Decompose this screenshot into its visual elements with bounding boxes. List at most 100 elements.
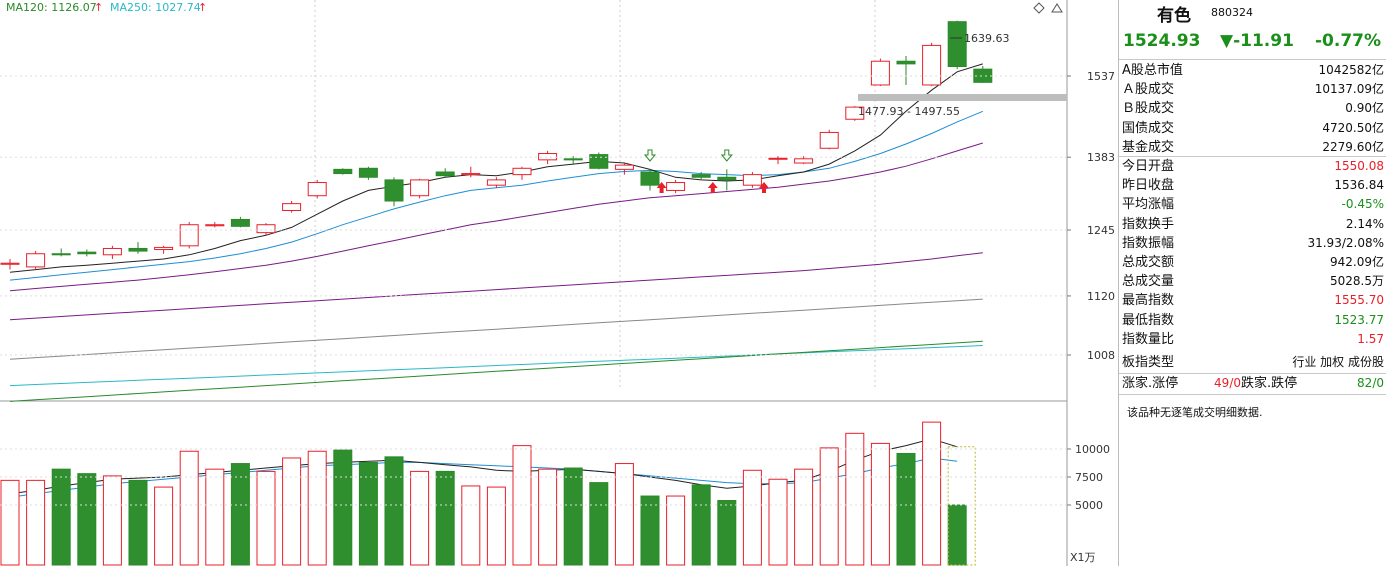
ma-400-line xyxy=(9,340,983,402)
sector-type-row: 板指类型 行业 加权 成份股 xyxy=(1119,353,1386,372)
stat-value: 1523.77 xyxy=(1334,312,1384,327)
stat-label: 平均涨幅 xyxy=(1122,197,1175,213)
green-down-arrow-icon xyxy=(643,149,657,162)
volume-tick-label: 7500 xyxy=(1075,471,1103,484)
stat-row: Ｂ股成交 0.90亿 xyxy=(1119,99,1386,118)
volume-bar xyxy=(333,449,353,566)
red-up-arrow-icon xyxy=(656,182,667,193)
stat-value: 10137.09亿 xyxy=(1314,82,1384,97)
volume-bars xyxy=(0,421,976,566)
stat-row: 昨日收盘 1536.84 xyxy=(1119,176,1386,195)
stat-value: 1042582亿 xyxy=(1318,63,1384,77)
candle-up xyxy=(666,182,686,191)
stat-value: -0.45% xyxy=(1341,197,1384,212)
volume-bar xyxy=(461,485,481,566)
volume-bar xyxy=(666,495,686,566)
volume-bar xyxy=(742,469,762,566)
volume-bar xyxy=(282,457,302,566)
price-tick-label: 1537 xyxy=(1087,70,1115,83)
volume-bar xyxy=(307,450,327,566)
stat-label: Ａ股成交 xyxy=(1122,82,1175,98)
candle-down xyxy=(589,154,609,169)
candle-down xyxy=(358,167,378,178)
candle-up xyxy=(486,179,506,186)
stat-row: 平均涨幅 -0.45% xyxy=(1119,195,1386,214)
candle-up xyxy=(154,246,174,251)
stat-row: 指数换手 2.14% xyxy=(1119,215,1386,234)
red-up-arrow-icon xyxy=(759,182,769,193)
volume-bar xyxy=(26,479,46,566)
stat-row: 今日开盘 1550.08 xyxy=(1119,157,1386,176)
volume-bar xyxy=(589,482,609,566)
candle-up xyxy=(256,224,276,234)
candle-up xyxy=(794,158,814,164)
candle-up xyxy=(538,153,558,161)
stat-value: 31.93/2.08% xyxy=(1307,235,1384,250)
stat-label: 总成交额 xyxy=(1122,255,1175,270)
quote-panel: 有色 880324 1524.93 ▼-11.91 -0.77% A股总市值 10… xyxy=(1118,0,1386,566)
stat-label: Ｂ股成交 xyxy=(1122,101,1175,117)
candle-up xyxy=(845,106,865,120)
stat-row: 总成交额 942.09亿 xyxy=(1119,253,1386,272)
index-name: 有色 xyxy=(1157,6,1191,26)
volume-bar xyxy=(794,468,814,566)
ma120-label: MA120: 1126.07 xyxy=(6,1,97,14)
candle-down xyxy=(717,176,737,181)
price-axis: 1537 1383 1245 1120 1008 10000 7500 5000 xyxy=(0,70,1115,512)
stat-row: 基金成交 2279.60亿 xyxy=(1119,138,1386,157)
candle-up xyxy=(282,203,302,211)
candle-down xyxy=(896,60,916,65)
candle-up xyxy=(461,173,481,176)
volume-bar xyxy=(205,468,225,566)
volume-bar xyxy=(845,432,865,566)
sector-type-value[interactable]: 行业 加权 成份股 xyxy=(1292,355,1384,369)
volume-bar xyxy=(410,470,430,566)
stat-label: 今日开盘 xyxy=(1122,159,1175,174)
volume-bar xyxy=(358,461,378,566)
candle-up xyxy=(512,167,532,176)
price-tick-label: 1120 xyxy=(1087,290,1115,303)
volume-bar xyxy=(77,473,97,566)
candle-up xyxy=(819,131,839,149)
volume-unit-label: X1万 xyxy=(1070,551,1096,564)
decline-label: 跌家.跌停 xyxy=(1241,376,1298,391)
diamond-icon xyxy=(1033,2,1045,14)
candle-up xyxy=(870,60,890,86)
triangle-icon xyxy=(1051,3,1063,13)
candle-down xyxy=(51,253,71,256)
stat-row: 指数量比 1.57 xyxy=(1119,330,1386,349)
stat-row: Ａ股成交 10137.09亿 xyxy=(1119,80,1386,99)
volume-bar xyxy=(384,456,404,566)
green-down-arrow-icon xyxy=(720,149,733,162)
price-tick-label: 1383 xyxy=(1087,151,1115,164)
sector-type-label: 板指类型 xyxy=(1122,355,1175,370)
volume-bar xyxy=(922,421,942,566)
support-zone-bar xyxy=(858,94,1067,101)
stat-value: 1550.08 xyxy=(1334,159,1384,173)
volume-bar xyxy=(0,479,20,566)
high-price-label: 1639.63 xyxy=(964,32,1010,45)
stat-value: 942.09亿 xyxy=(1330,255,1384,269)
kline-chart[interactable]: 1537 1383 1245 1120 1008 10000 7500 5000 MA120:… xyxy=(0,0,1118,566)
volume-bar xyxy=(128,479,148,566)
ma-120-line xyxy=(9,252,983,321)
candle-up xyxy=(742,174,762,186)
stat-row: 国债成交 4720.50亿 xyxy=(1119,119,1386,138)
stat-value: 1.57 xyxy=(1357,331,1384,346)
volume-bar xyxy=(486,486,506,566)
volume-bar xyxy=(640,495,660,566)
volume-bar xyxy=(154,486,174,566)
volume-bar xyxy=(563,467,583,566)
volume-bar xyxy=(614,463,634,566)
ma250-up-arrow-icon: ↑ xyxy=(198,1,207,14)
candle-down xyxy=(640,171,660,186)
zone-range-label: 1477.93 - 1497.55 xyxy=(858,105,960,118)
candle-down xyxy=(384,179,404,202)
volume-bar xyxy=(256,470,276,566)
volume-bar xyxy=(768,478,788,566)
candles xyxy=(0,20,993,270)
candle-up xyxy=(410,179,430,197)
candle-up xyxy=(768,157,788,160)
advance-value: 49/0 xyxy=(1214,376,1241,390)
candle-up xyxy=(205,224,225,227)
